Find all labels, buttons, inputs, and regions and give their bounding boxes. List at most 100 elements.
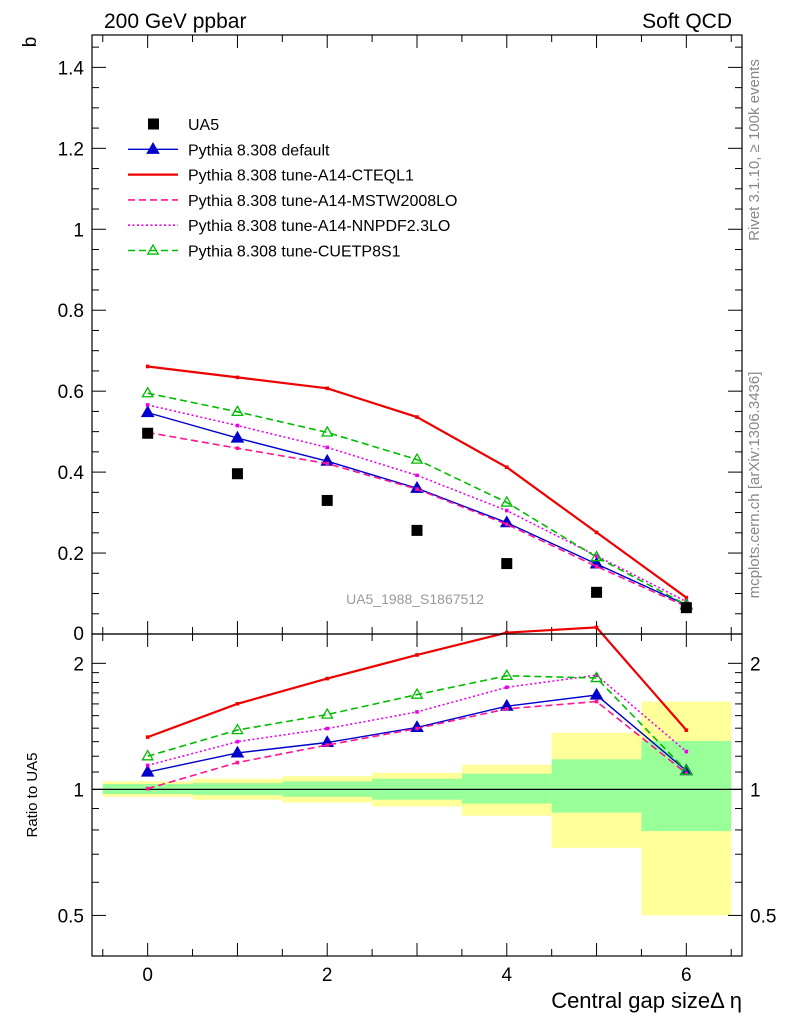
- ratio-axes: 0.5 0.5 1 1 2 2 0 2 4 6: [58, 634, 776, 986]
- rivet-version-label: Rivet 3.1.10, ≥ 100k events: [746, 59, 763, 241]
- series-3-point: [235, 739, 240, 744]
- series-4-point: [500, 668, 514, 680]
- x-axis-label: Central gap sizeΔ η: [551, 988, 742, 1013]
- series-2-point: [684, 771, 689, 776]
- series-3-point: [504, 508, 509, 513]
- y-tick-label: 0.8: [58, 301, 84, 322]
- series-3-point: [684, 599, 689, 604]
- series-line-2: [147, 431, 687, 608]
- series-4-point: [320, 707, 334, 719]
- series-2-point: [325, 743, 330, 747]
- series-3-point: [145, 403, 150, 407]
- legend-label: Pythia 8.308 tune-A14-MSTW2008LO: [188, 193, 457, 210]
- series-2-point: [145, 786, 150, 791]
- series-4-point: [410, 687, 424, 699]
- legend-label: Pythia 8.308 default: [188, 142, 330, 159]
- series-1-point: [145, 735, 150, 739]
- series-0-point: [230, 745, 245, 758]
- series-1-point: [235, 701, 240, 706]
- series-line-4: [147, 392, 687, 606]
- series-0-point: [499, 515, 514, 528]
- ratio-y-axis-label: Ratio to UA5: [24, 752, 41, 837]
- series-1-point: [325, 676, 330, 681]
- ratio-y-tick-label-right: 1: [750, 780, 761, 801]
- ua5-data-point: [411, 524, 423, 536]
- series-3-point: [325, 445, 330, 450]
- green-band: [641, 740, 732, 832]
- series-1-point: [325, 386, 330, 391]
- series-0-point: [140, 405, 155, 418]
- legend-label: Pythia 8.308 tune-CUETP8S1: [188, 244, 401, 261]
- x-tick-label: 4: [501, 965, 512, 986]
- series-0-point: [230, 430, 245, 443]
- series-1-point: [235, 375, 240, 380]
- ua5-data-point: [321, 494, 333, 506]
- y-tick-label: 1: [73, 220, 84, 241]
- series-0-point: [589, 687, 604, 700]
- x-tick-label: 0: [142, 965, 153, 986]
- x-tick-label: 2: [322, 965, 333, 986]
- ua5-data-point: [142, 427, 154, 439]
- series-0-point: [140, 764, 155, 777]
- series-2-point: [504, 707, 509, 711]
- series-1-point: [504, 465, 509, 470]
- ua5-data-point: [501, 558, 513, 570]
- ratio-y-tick-label: 2: [73, 654, 84, 675]
- ratio-uncertainty-bands: [92, 701, 742, 916]
- y-tick-label: 1.2: [58, 139, 84, 160]
- top-y-axis-label: b: [20, 37, 41, 48]
- series-line-4: [147, 674, 687, 772]
- series-1-point: [594, 625, 599, 630]
- mcplots-reference-label: mcplots.cern.ch [arXiv:1306.3436]: [746, 372, 763, 599]
- legend-label: Pythia 8.308 tune-A14-NNPDF2.3LO: [188, 218, 450, 235]
- series-1-point: [684, 728, 689, 732]
- x-tick-label: 6: [681, 965, 692, 986]
- header-right-label: Soft QCD: [642, 10, 732, 33]
- series-4-point: [231, 723, 244, 735]
- series-1-point: [415, 653, 419, 657]
- series-3-point: [504, 685, 509, 690]
- series-line-0: [147, 411, 687, 606]
- series-2-point: [594, 564, 599, 569]
- series-1-point: [594, 530, 599, 535]
- series-3-point: [415, 473, 419, 478]
- series-4-point: [320, 425, 334, 437]
- series-0-point: [410, 720, 424, 732]
- series-2-point: [504, 522, 509, 527]
- green-band: [461, 773, 552, 804]
- series-1-point: [684, 595, 689, 600]
- series-1-point: [504, 630, 509, 635]
- series-4-point: [141, 749, 155, 761]
- legend-marker-ua5: [148, 118, 159, 130]
- ratio-y-tick-label-right: 0.5: [750, 906, 776, 927]
- series-line-3: [147, 404, 687, 603]
- ua5-data-point: [680, 602, 692, 614]
- header-left-label: 200 GeV ppbar: [104, 10, 246, 33]
- series-2-point: [415, 487, 419, 491]
- legend-label: UA5: [188, 117, 219, 134]
- y-tick-label: 0.4: [58, 463, 85, 484]
- series-1-point: [415, 415, 419, 419]
- top-axes: 0.2 0.4 0.6 0.8 1 1.2 1.4 0: [58, 35, 742, 645]
- y-tick-label: 0.2: [58, 544, 84, 565]
- series-2-point: [235, 446, 240, 451]
- top-series-layer: [140, 364, 694, 614]
- series-4-point: [500, 495, 514, 507]
- series-4-point: [590, 550, 603, 562]
- series-4-point: [410, 452, 424, 464]
- series-4-point: [590, 671, 603, 683]
- legend: UA5 Pythia 8.308 default Pythia 8.308 tune…: [128, 117, 457, 261]
- legend-marker-0: [146, 141, 160, 154]
- series-3-point: [235, 423, 240, 428]
- ratio-y-tick-label: 0.5: [58, 906, 84, 927]
- series-4-point: [141, 386, 155, 398]
- ratio-series-layer: [140, 625, 694, 791]
- series-1-point: [145, 364, 150, 369]
- series-3-point: [145, 763, 150, 768]
- analysis-id-watermark: UA5_1988_S1867512: [346, 591, 484, 607]
- legend-label: Pythia 8.308 tune-A14-CTEQL1: [188, 168, 414, 185]
- ua5-data-point: [591, 586, 603, 598]
- series-2-point: [415, 726, 419, 731]
- series-2-point: [235, 760, 240, 765]
- green-band: [551, 759, 642, 813]
